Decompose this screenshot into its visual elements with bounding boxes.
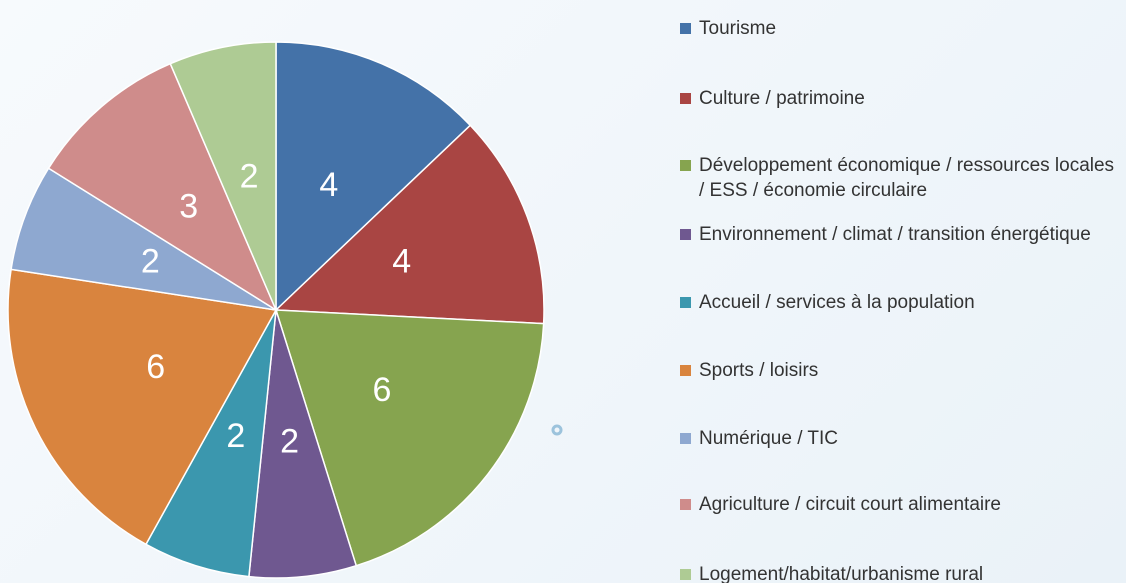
data-label: 6 bbox=[373, 371, 392, 409]
pie-slice bbox=[275, 41, 472, 312]
legend-item: Culture / patrimoine bbox=[680, 86, 1120, 111]
legend-swatch bbox=[680, 297, 691, 308]
legend-label: Logement/habitat/urbanisme rural bbox=[699, 564, 984, 583]
legend-swatch bbox=[680, 160, 691, 171]
legend-label: Accueil / services à la population bbox=[699, 292, 975, 313]
pie-slice bbox=[274, 124, 545, 325]
legend-label: Développement économique / ressources lo… bbox=[699, 155, 1115, 201]
legend-swatch bbox=[680, 569, 691, 580]
legend-swatch bbox=[680, 23, 691, 34]
legend-label: Tourisme bbox=[699, 18, 777, 39]
data-label: 2 bbox=[141, 242, 160, 280]
data-label: 4 bbox=[392, 242, 411, 280]
legend-label: Sports / loisirs bbox=[699, 360, 819, 381]
legend-swatch bbox=[680, 229, 691, 240]
decoration bbox=[551, 424, 563, 436]
data-label: 6 bbox=[146, 348, 165, 386]
data-label: 3 bbox=[179, 187, 198, 225]
legend-label: Numérique / TIC bbox=[699, 428, 839, 449]
pie-slice bbox=[7, 268, 278, 546]
legend-item: Logement/habitat/urbanisme rural bbox=[680, 562, 1120, 583]
legend-swatch bbox=[680, 499, 691, 510]
legend-item: Tourisme bbox=[680, 16, 1120, 41]
data-label: 2 bbox=[226, 417, 245, 455]
legend-item: Agriculture / circuit court alimentaire bbox=[680, 492, 1120, 517]
pie-slice bbox=[169, 41, 277, 311]
legend-item: Développement économique / ressources lo… bbox=[680, 153, 1120, 203]
legend-swatch bbox=[680, 93, 691, 104]
legend-item: Numérique / TIC bbox=[680, 426, 1120, 451]
pie-slice bbox=[274, 309, 545, 567]
data-label: 4 bbox=[319, 166, 338, 204]
legend-item: Environnement / climat / transition éner… bbox=[680, 222, 1120, 247]
legend-label: Agriculture / circuit court alimentaire bbox=[699, 494, 1001, 515]
legend-item: Sports / loisirs bbox=[680, 358, 1120, 383]
pie-slice bbox=[47, 62, 278, 312]
legend-label: Environnement / climat / transition éner… bbox=[699, 224, 1091, 245]
legend-swatch bbox=[680, 433, 691, 444]
legend-label: Culture / patrimoine bbox=[699, 88, 865, 109]
data-label: 2 bbox=[240, 158, 259, 196]
legend-item: Accueil / services à la population bbox=[680, 290, 1120, 315]
legend-swatch bbox=[680, 365, 691, 376]
data-label: 2 bbox=[280, 422, 299, 460]
